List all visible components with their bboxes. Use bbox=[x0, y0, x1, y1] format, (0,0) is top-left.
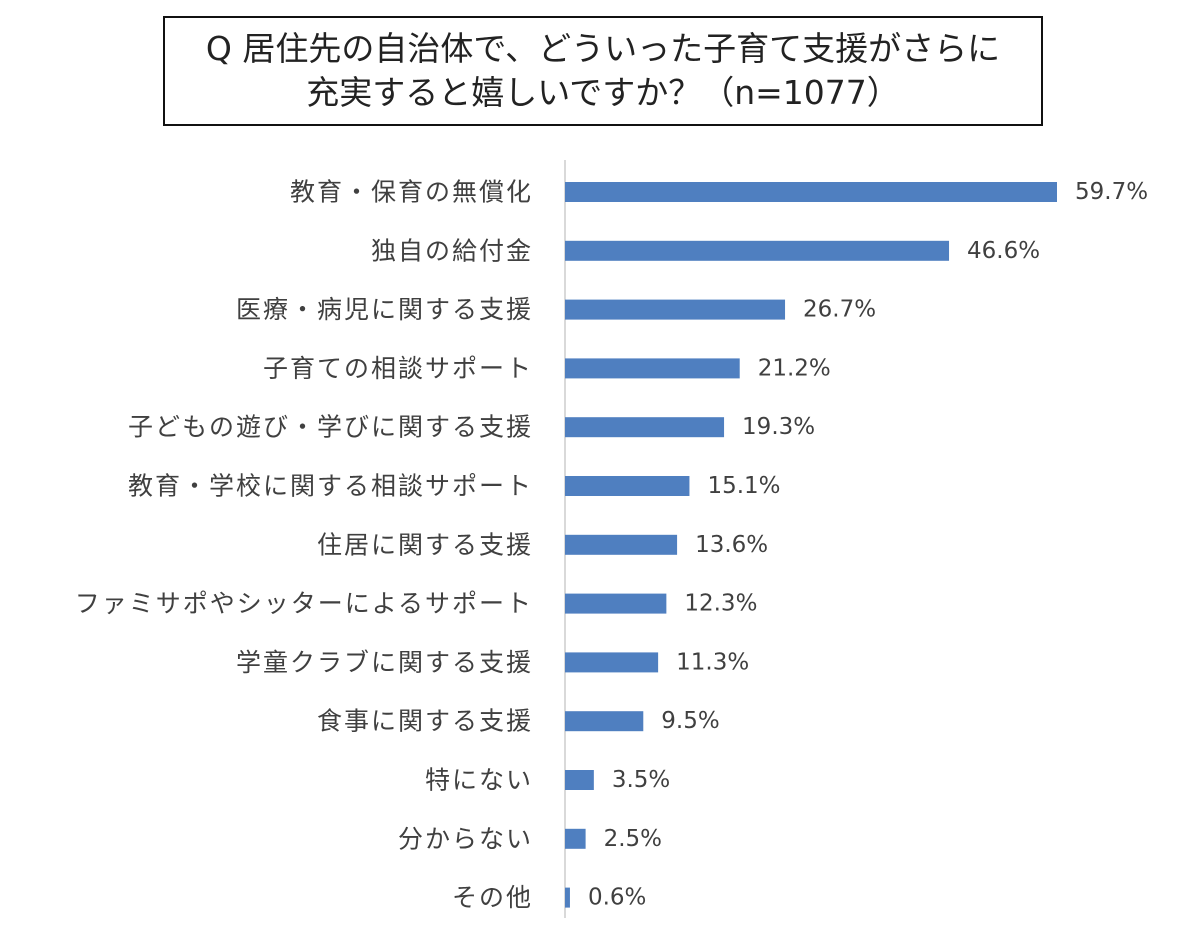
value-label: 21.2% bbox=[758, 355, 831, 381]
value-label: 19.3% bbox=[742, 414, 815, 440]
category-label: 医療・病児に関する支援 bbox=[236, 295, 533, 324]
bar bbox=[565, 593, 667, 614]
bar bbox=[565, 240, 950, 261]
category-label: 子育ての相談サポート bbox=[263, 354, 533, 383]
bar bbox=[565, 417, 725, 438]
value-label: 9.5% bbox=[661, 708, 719, 734]
value-label: 46.6% bbox=[967, 238, 1040, 264]
value-label: 12.3% bbox=[684, 591, 757, 617]
bar bbox=[565, 770, 594, 790]
category-label: その他 bbox=[452, 883, 533, 912]
category-label: 住居に関する支援 bbox=[317, 530, 533, 559]
value-label: 13.6% bbox=[695, 532, 768, 558]
value-label: 11.3% bbox=[676, 649, 749, 675]
bar bbox=[565, 358, 740, 379]
chart-title-line-1: Q 居住先の自治体で、どういった子育て支援がさらに bbox=[205, 29, 1001, 68]
category-label: 独自の給付金 bbox=[371, 236, 533, 265]
bar bbox=[565, 887, 570, 908]
category-label: 教育・保育の無償化 bbox=[290, 178, 533, 207]
bar bbox=[565, 828, 586, 849]
category-label: 特にない bbox=[425, 766, 533, 795]
chart-title-box: Q 居住先の自治体で、どういった子育て支援がさらに 充実すると嬉しいですか？（n… bbox=[163, 16, 1043, 126]
category-label: 子どもの遊び・学びに関する支援 bbox=[128, 413, 533, 442]
value-label: 2.5% bbox=[604, 826, 662, 852]
value-label: 3.5% bbox=[612, 767, 670, 793]
category-labels: 教育・保育の無償化独自の給付金医療・病児に関する支援子育ての相談サポート子どもの… bbox=[75, 178, 533, 913]
value-labels: 59.7% 46.6% 26.7% 21.2% 19.3% 15.1% 13.6% 12.3%… bbox=[588, 179, 1148, 911]
bar bbox=[565, 534, 678, 555]
bar bbox=[565, 476, 690, 496]
category-label: 学童クラブに関する支援 bbox=[236, 648, 533, 677]
bar bbox=[565, 182, 1057, 202]
value-label: 59.7% bbox=[1075, 179, 1148, 205]
bar bbox=[565, 711, 644, 732]
chart-title-line-2: 充実すると嬉しいですか？（n=1077） bbox=[306, 73, 900, 112]
category-label: 教育・学校に関する相談サポート bbox=[128, 472, 533, 501]
bar bbox=[565, 299, 786, 320]
bar bbox=[565, 652, 659, 673]
value-label: 0.6% bbox=[588, 885, 646, 911]
category-label: 食事に関する支援 bbox=[317, 707, 533, 736]
category-label: ファミサポやシッターによるサポート bbox=[75, 589, 533, 618]
category-label: 分からない bbox=[398, 824, 533, 853]
value-label: 15.1% bbox=[707, 473, 780, 499]
value-label: 26.7% bbox=[803, 297, 876, 323]
bars bbox=[565, 182, 1057, 908]
